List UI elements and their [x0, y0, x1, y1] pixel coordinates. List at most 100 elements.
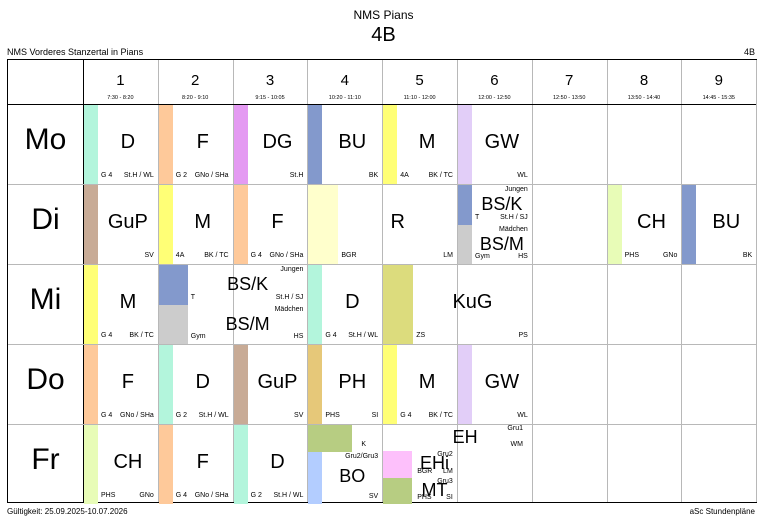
group-label: Jungen — [504, 186, 528, 193]
period-number: 1 — [116, 72, 125, 89]
subject-color-bar — [308, 452, 323, 504]
room-label: G 4 — [250, 252, 262, 259]
period-time: 7:30 - 8:20 — [107, 95, 134, 101]
split-lesson-card[interactable]: BS/M Mädchen Gym HS — [158, 304, 308, 344]
lesson-card[interactable]: F G 4 GNo / SHa — [158, 425, 233, 504]
lesson-card[interactable]: GW WL — [458, 345, 532, 424]
lesson-card-mt[interactable]: MT Gru3 SI PHS — [383, 477, 457, 504]
group-label: Gru2 — [437, 451, 453, 459]
lesson-card[interactable]: D G 4 St.H / WL — [308, 265, 382, 344]
teacher-label: PS — [518, 332, 528, 339]
teacher-label: GNo — [139, 492, 154, 499]
lesson-card[interactable]: R BGR LM — [308, 185, 457, 264]
split-lesson-card[interactable]: BS/K Jungen T St.H / SJ — [458, 185, 532, 225]
lesson-card[interactable]: D G 4 St.H / WL — [84, 105, 158, 184]
subject-color-bar — [383, 345, 398, 424]
subject-color-bar — [158, 105, 173, 184]
lesson-card[interactable]: DG St.H — [233, 105, 308, 184]
lesson-card[interactable]: F G 4 GNo / SHa — [233, 185, 308, 264]
subject-name: M — [418, 131, 436, 153]
subject-name: BS/M — [225, 313, 270, 334]
teacher-label: St.H / SJ — [500, 213, 528, 221]
grid-row-line — [8, 344, 756, 345]
subject-color-bar — [383, 265, 414, 344]
lesson-card[interactable]: GuP SV — [84, 185, 158, 264]
grid-row-line — [8, 424, 756, 425]
lesson-card[interactable]: GW WL — [458, 105, 532, 184]
period-time: 12:00 - 12:50 — [478, 95, 511, 101]
period-time: 12:50 - 13:50 — [552, 95, 586, 101]
lesson-card[interactable]: F G 2 GNo / SHa — [158, 105, 233, 184]
subject-name: R — [390, 211, 405, 233]
lesson-card[interactable]: BU BK — [682, 185, 756, 264]
lesson-card[interactable]: D G 2 St.H / WL — [233, 425, 308, 504]
lesson-card[interactable]: D G 2 St.H / WL — [158, 345, 233, 424]
lesson-card[interactable]: F G 4 GNo / SHa — [84, 345, 158, 424]
subject-name: MT — [421, 479, 448, 500]
day-label: Do — [26, 363, 65, 396]
period-number: 5 — [415, 72, 424, 89]
room-label: PHS — [417, 493, 432, 501]
subject-name: BS/K — [481, 194, 523, 214]
group-label: Gru2/Gru3 — [345, 453, 379, 460]
room-label: ZS — [416, 332, 426, 339]
room-label: G 2 — [250, 492, 262, 499]
teacher-label: WM — [510, 441, 523, 449]
grid-row-line — [8, 104, 756, 105]
teacher-label: LM — [443, 252, 453, 259]
lesson-card-k[interactable]: K — [308, 425, 374, 452]
lesson-card[interactable]: PH PHS SI — [308, 345, 382, 424]
lesson-card-eh[interactable]: EH Gru1 WM — [374, 425, 527, 451]
lesson-card[interactable]: KuG ZS PS — [383, 265, 532, 344]
teacher-label: GNo / SHa — [194, 172, 229, 179]
split-lesson-card[interactable]: BS/M Mädchen Gym HS — [458, 224, 532, 264]
subject-color-bar — [383, 451, 413, 478]
teacher-label: BK — [742, 252, 753, 259]
period-number: 2 — [191, 72, 200, 89]
grid-col-line — [83, 60, 84, 502]
lesson-card-ehi[interactable]: EHi Gru2 LM BGR — [383, 451, 457, 478]
lesson-card[interactable]: BU BK — [308, 105, 382, 184]
subject-name: BU — [712, 211, 741, 233]
room-label: 4A — [400, 172, 409, 179]
grid-col-line — [756, 60, 758, 502]
teacher-label: SV — [294, 412, 304, 419]
room-label: Gym — [190, 333, 206, 340]
lesson-card[interactable]: CH PHS GNo — [84, 425, 158, 504]
school-name: NMS Pians — [353, 8, 414, 22]
subject-color-bar — [458, 345, 472, 424]
subject-name: EH — [452, 427, 478, 447]
period-time: 13:50 - 14:40 — [627, 95, 661, 101]
teacher-label: HS — [293, 333, 304, 340]
lesson-card[interactable]: M 4A BK / TC — [383, 105, 457, 184]
room-label: G 4 — [175, 492, 188, 499]
subject-name: CH — [113, 451, 143, 473]
room-label: BGR — [417, 467, 433, 475]
period-time: 14:45 - 15:35 — [702, 95, 735, 101]
subject-color-bar — [308, 185, 339, 264]
room-label: T — [190, 293, 196, 301]
lesson-card-bo[interactable]: BO Gru2/Gru3 SV — [308, 452, 382, 504]
period-time: 9:15 - 10:05 — [255, 95, 285, 101]
group-label: Jungen — [280, 266, 304, 273]
room-label: G 4 — [101, 332, 113, 339]
grid-col-line — [382, 60, 384, 502]
split-lesson-card[interactable]: BS/K Jungen T St.H / SJ — [158, 265, 308, 305]
lesson-card[interactable]: M G 4 BK / TC — [383, 345, 457, 424]
lesson-card[interactable]: M 4A BK / TC — [158, 185, 233, 264]
subject-name: EHi — [419, 453, 449, 474]
lesson-card[interactable]: M G 4 BK / TC — [84, 265, 158, 344]
room-label: G 4 — [325, 332, 337, 339]
group-label: Mädchen — [274, 305, 304, 313]
subject-color-bar — [84, 425, 98, 504]
teacher-label: St.H / WL — [348, 332, 379, 339]
period-number: 6 — [490, 72, 499, 89]
subject-color-bar — [158, 185, 173, 264]
lesson-card[interactable]: GuP SV — [233, 345, 308, 424]
subject-name: PH — [338, 371, 367, 393]
subject-name: F — [271, 211, 284, 233]
lesson-card[interactable]: CH PHS GNo — [607, 185, 682, 264]
subject-color-bar — [233, 345, 248, 424]
subject-name: F — [196, 451, 209, 473]
room-label: T — [475, 213, 480, 221]
